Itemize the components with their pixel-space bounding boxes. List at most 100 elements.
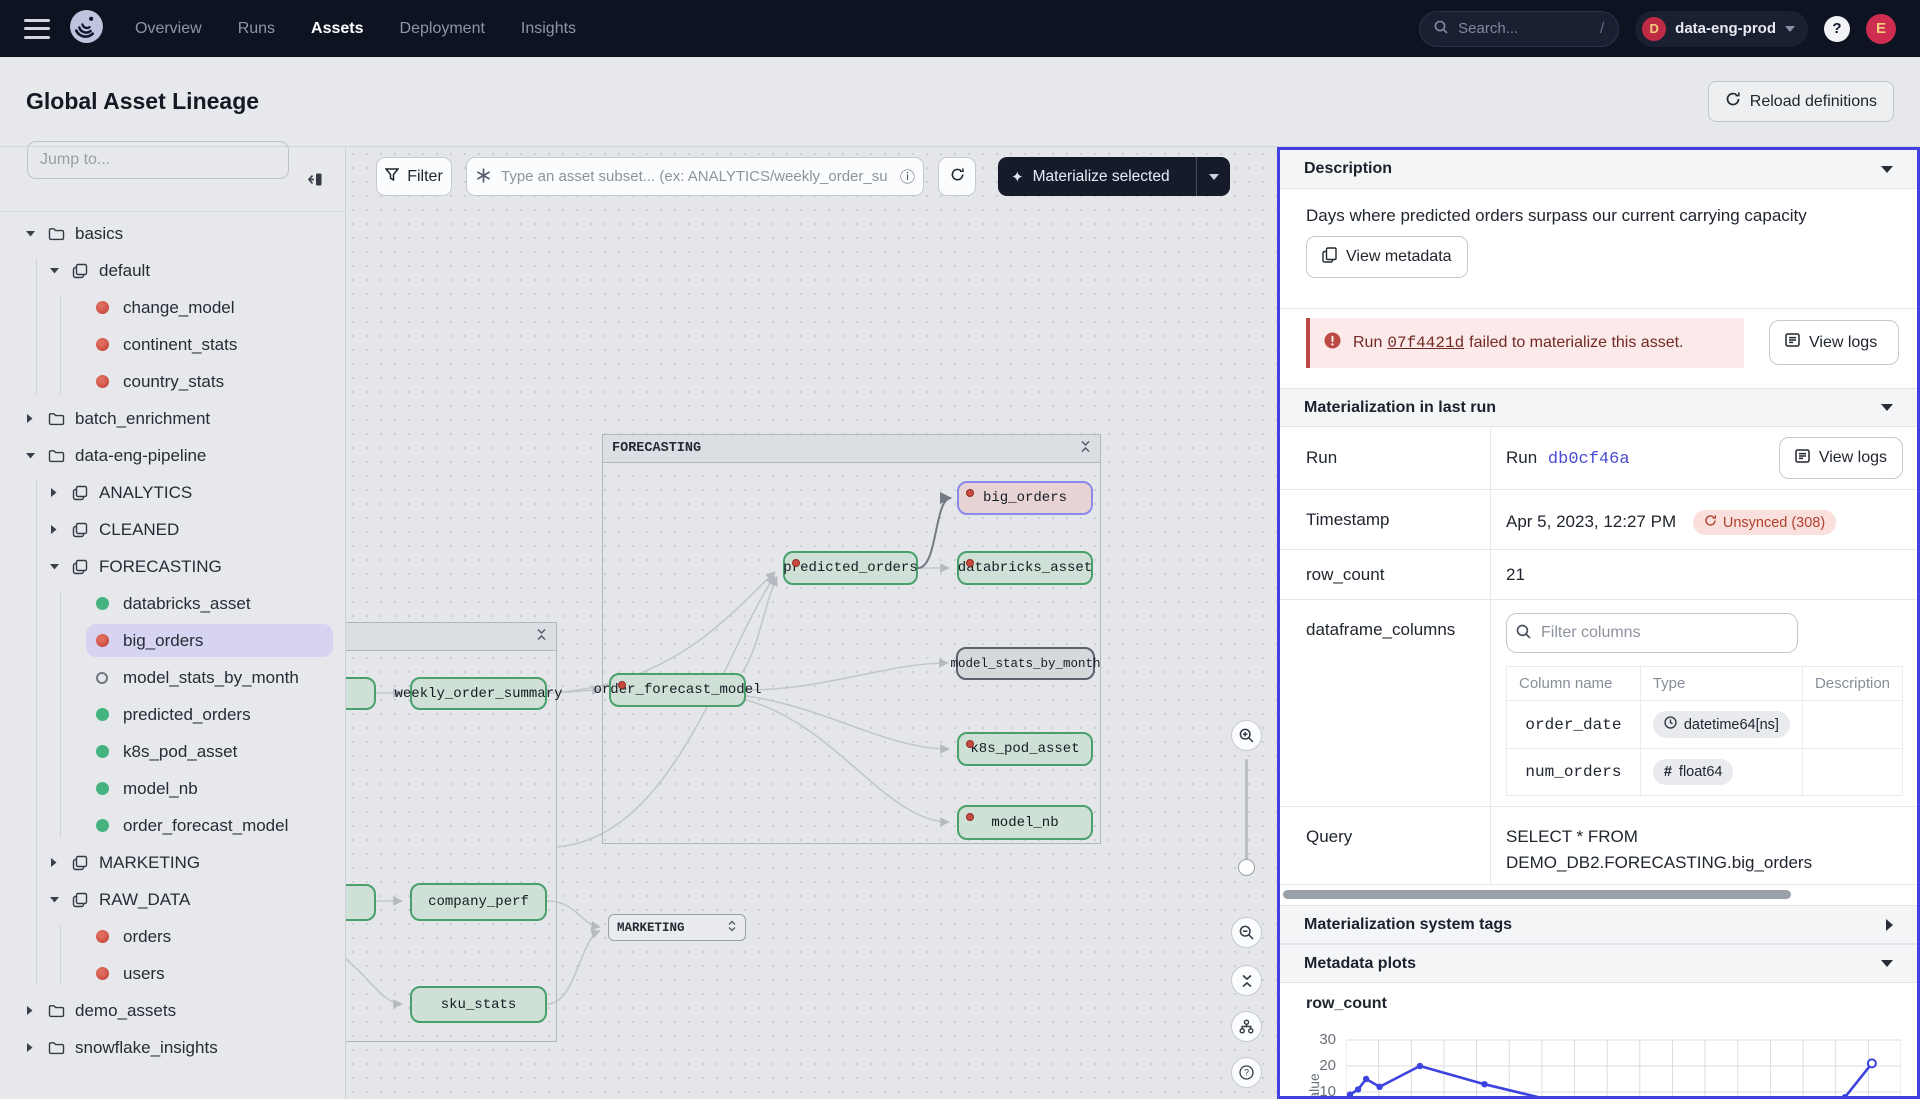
y-tick-20: 20 [1319,1057,1336,1074]
sidebar-item-RAW_DATA[interactable]: RAW_DATA [0,881,345,918]
info-icon[interactable]: ⓘ [899,169,915,186]
caret-right-icon [50,525,72,534]
nav-overview[interactable]: Overview [135,19,202,37]
collapse-group-icon[interactable] [536,628,547,646]
folder-icon [48,412,75,426]
collapsed-group-marketing[interactable]: MARKETING [608,914,746,941]
asset-subset-input[interactable] [466,157,924,196]
zoom-out-button[interactable] [1231,917,1262,948]
dagster-logo-icon[interactable] [68,8,105,50]
section-system-tags[interactable]: Materialization system tags [1280,905,1917,944]
zoom-in-button[interactable] [1231,720,1262,751]
help-button[interactable]: ? [1824,15,1850,42]
status-dot-materialized [96,745,123,758]
asset-node-company_perf[interactable]: company_perf [410,883,547,921]
asset-node-sku_stats[interactable]: sku_stats [410,986,547,1023]
collapse-sidebar-button[interactable] [297,160,331,198]
asset-node-databricks_asset[interactable]: databricks_asset [957,551,1093,585]
user-avatar[interactable]: E [1866,13,1896,44]
global-search-input[interactable]: Search... / [1419,10,1620,47]
sidebar-item-demo_assets[interactable]: demo_assets [0,992,345,1029]
logs-icon [1785,333,1800,352]
asset-node-order_forecast_model[interactable]: order_forecast_model [593,673,762,707]
sidebar-item-country_stats[interactable]: country_stats [0,363,345,400]
sidebar-item-CLEANED[interactable]: CLEANED [0,511,345,548]
section-materialization[interactable]: Materialization in last run [1280,388,1917,427]
asset-group-forecasting-header[interactable]: FORECASTING [603,435,1100,463]
sidebar-item-snowflake_insights[interactable]: snowflake_insights [0,1029,345,1066]
asset-node-model_nb[interactable]: model_nb [957,805,1093,840]
sidebar-item-model_nb[interactable]: model_nb [0,770,345,807]
graph-layout-button[interactable] [1231,1011,1262,1042]
section-description[interactable]: Description [1280,150,1917,189]
group-icon [72,522,99,538]
zoom-slider[interactable] [1245,759,1248,867]
zoom-slider-handle[interactable] [1238,859,1255,876]
row-row-count: row_count 21 [1280,550,1917,600]
sidebar-item-data-eng-pipeline[interactable]: data-eng-pipeline [0,437,345,474]
sidebar-item-basics[interactable]: basics [0,215,345,252]
run-id-link[interactable]: db0cf46a [1547,450,1630,469]
filter-columns-input[interactable] [1506,613,1798,653]
view-logs-button[interactable]: View logs [1769,320,1899,365]
materialize-dropdown-button[interactable] [1196,157,1230,196]
nav-deployment[interactable]: Deployment [399,19,485,37]
asset-group-forecasting: FORECASTING [602,434,1101,844]
materialize-selected-button[interactable]: ✦ Materialize selected [998,157,1230,196]
sidebar-item-predicted_orders[interactable]: predicted_orders [0,696,345,733]
lineage-graph-canvas[interactable]: FORECASTING weekly_order_summary company… [346,147,1277,1099]
collapse-all-groups-button[interactable] [1231,965,1262,996]
asset-node-model_stats_by_month[interactable]: model_stats_by_month [950,647,1101,680]
sidebar-item-ANALYTICS[interactable]: ANALYTICS [0,474,345,511]
sidebar-item-MARKETING[interactable]: MARKETING [0,844,345,881]
datetime-type-badge: datetime64[ns] [1652,711,1790,738]
asset-node-stub-upstream[interactable] [346,884,376,921]
nav-runs[interactable]: Runs [237,19,276,37]
asset-node-k8s_pod_asset[interactable]: k8s_pod_asset [957,732,1093,766]
sidebar-item-default[interactable]: default [0,252,345,289]
row-query: Query SELECT * FROM DEMO_DB2.FORECASTING… [1280,807,1917,885]
menu-icon[interactable] [24,18,50,39]
chevron-down-icon [1785,25,1795,32]
deployment-switcher[interactable]: D data-eng-prod [1635,10,1808,47]
status-dot-failed [96,634,123,647]
failed-run-link[interactable]: 07f4421d [1387,334,1465,352]
query-text-line1: SELECT * FROM [1506,827,1638,846]
nav-assets[interactable]: Assets [311,19,364,37]
jump-to-input[interactable] [27,141,289,179]
sidebar-item-users[interactable]: users [0,955,345,992]
status-dot-never-materialized [96,671,123,684]
asset-node-weekly_order_summary[interactable]: weekly_order_summary [394,677,563,710]
collapse-group-icon[interactable] [1080,440,1091,458]
graph-filter-button[interactable]: Filter [376,157,452,196]
reload-definitions-button[interactable]: Reload definitions [1707,81,1894,122]
nav-insights[interactable]: Insights [520,19,577,37]
sidebar-item-change_model[interactable]: change_model [0,289,345,326]
failed-dot-icon [966,489,974,497]
sidebar-item-model_stats_by_month[interactable]: model_stats_by_month [0,659,345,696]
refresh-icon [1725,91,1741,112]
graph-refresh-button[interactable] [938,157,976,196]
sidebar-item-continent_stats[interactable]: continent_stats [0,326,345,363]
sidebar-item-k8s_pod_asset[interactable]: k8s_pod_asset [0,733,345,770]
asset-node-stub-upstream[interactable] [346,677,376,710]
sidebar-item-batch_enrichment[interactable]: batch_enrichment [0,400,345,437]
y-tick-10: 10 [1319,1083,1336,1099]
section-metadata-plots[interactable]: Metadata plots [1280,944,1917,983]
graph-help-button[interactable]: ? [1231,1057,1262,1088]
view-logs-button[interactable]: View logs [1778,437,1903,479]
view-metadata-button[interactable]: View metadata [1306,236,1468,278]
sidebar-item-order_forecast_model[interactable]: order_forecast_model [0,807,345,844]
unsynced-badge[interactable]: Unsynced (308) [1692,510,1837,535]
sidebar-item-orders[interactable]: orders [0,918,345,955]
sidebar-item-FORECASTING[interactable]: FORECASTING [0,548,345,585]
sidebar-item-big_orders[interactable]: big_orders [0,622,345,659]
sidebar-item-databricks_asset[interactable]: databricks_asset [0,585,345,622]
horizontal-scrollbar[interactable] [1283,890,1791,899]
asset-node-predicted_orders[interactable]: predicted_orders [783,551,918,585]
asset-group-left-header[interactable] [346,623,556,651]
failed-dot-icon [966,740,974,748]
asset-node-big_orders[interactable]: big_orders [957,481,1093,515]
expand-group-icon[interactable] [727,920,737,936]
caret-right-icon [26,414,48,423]
